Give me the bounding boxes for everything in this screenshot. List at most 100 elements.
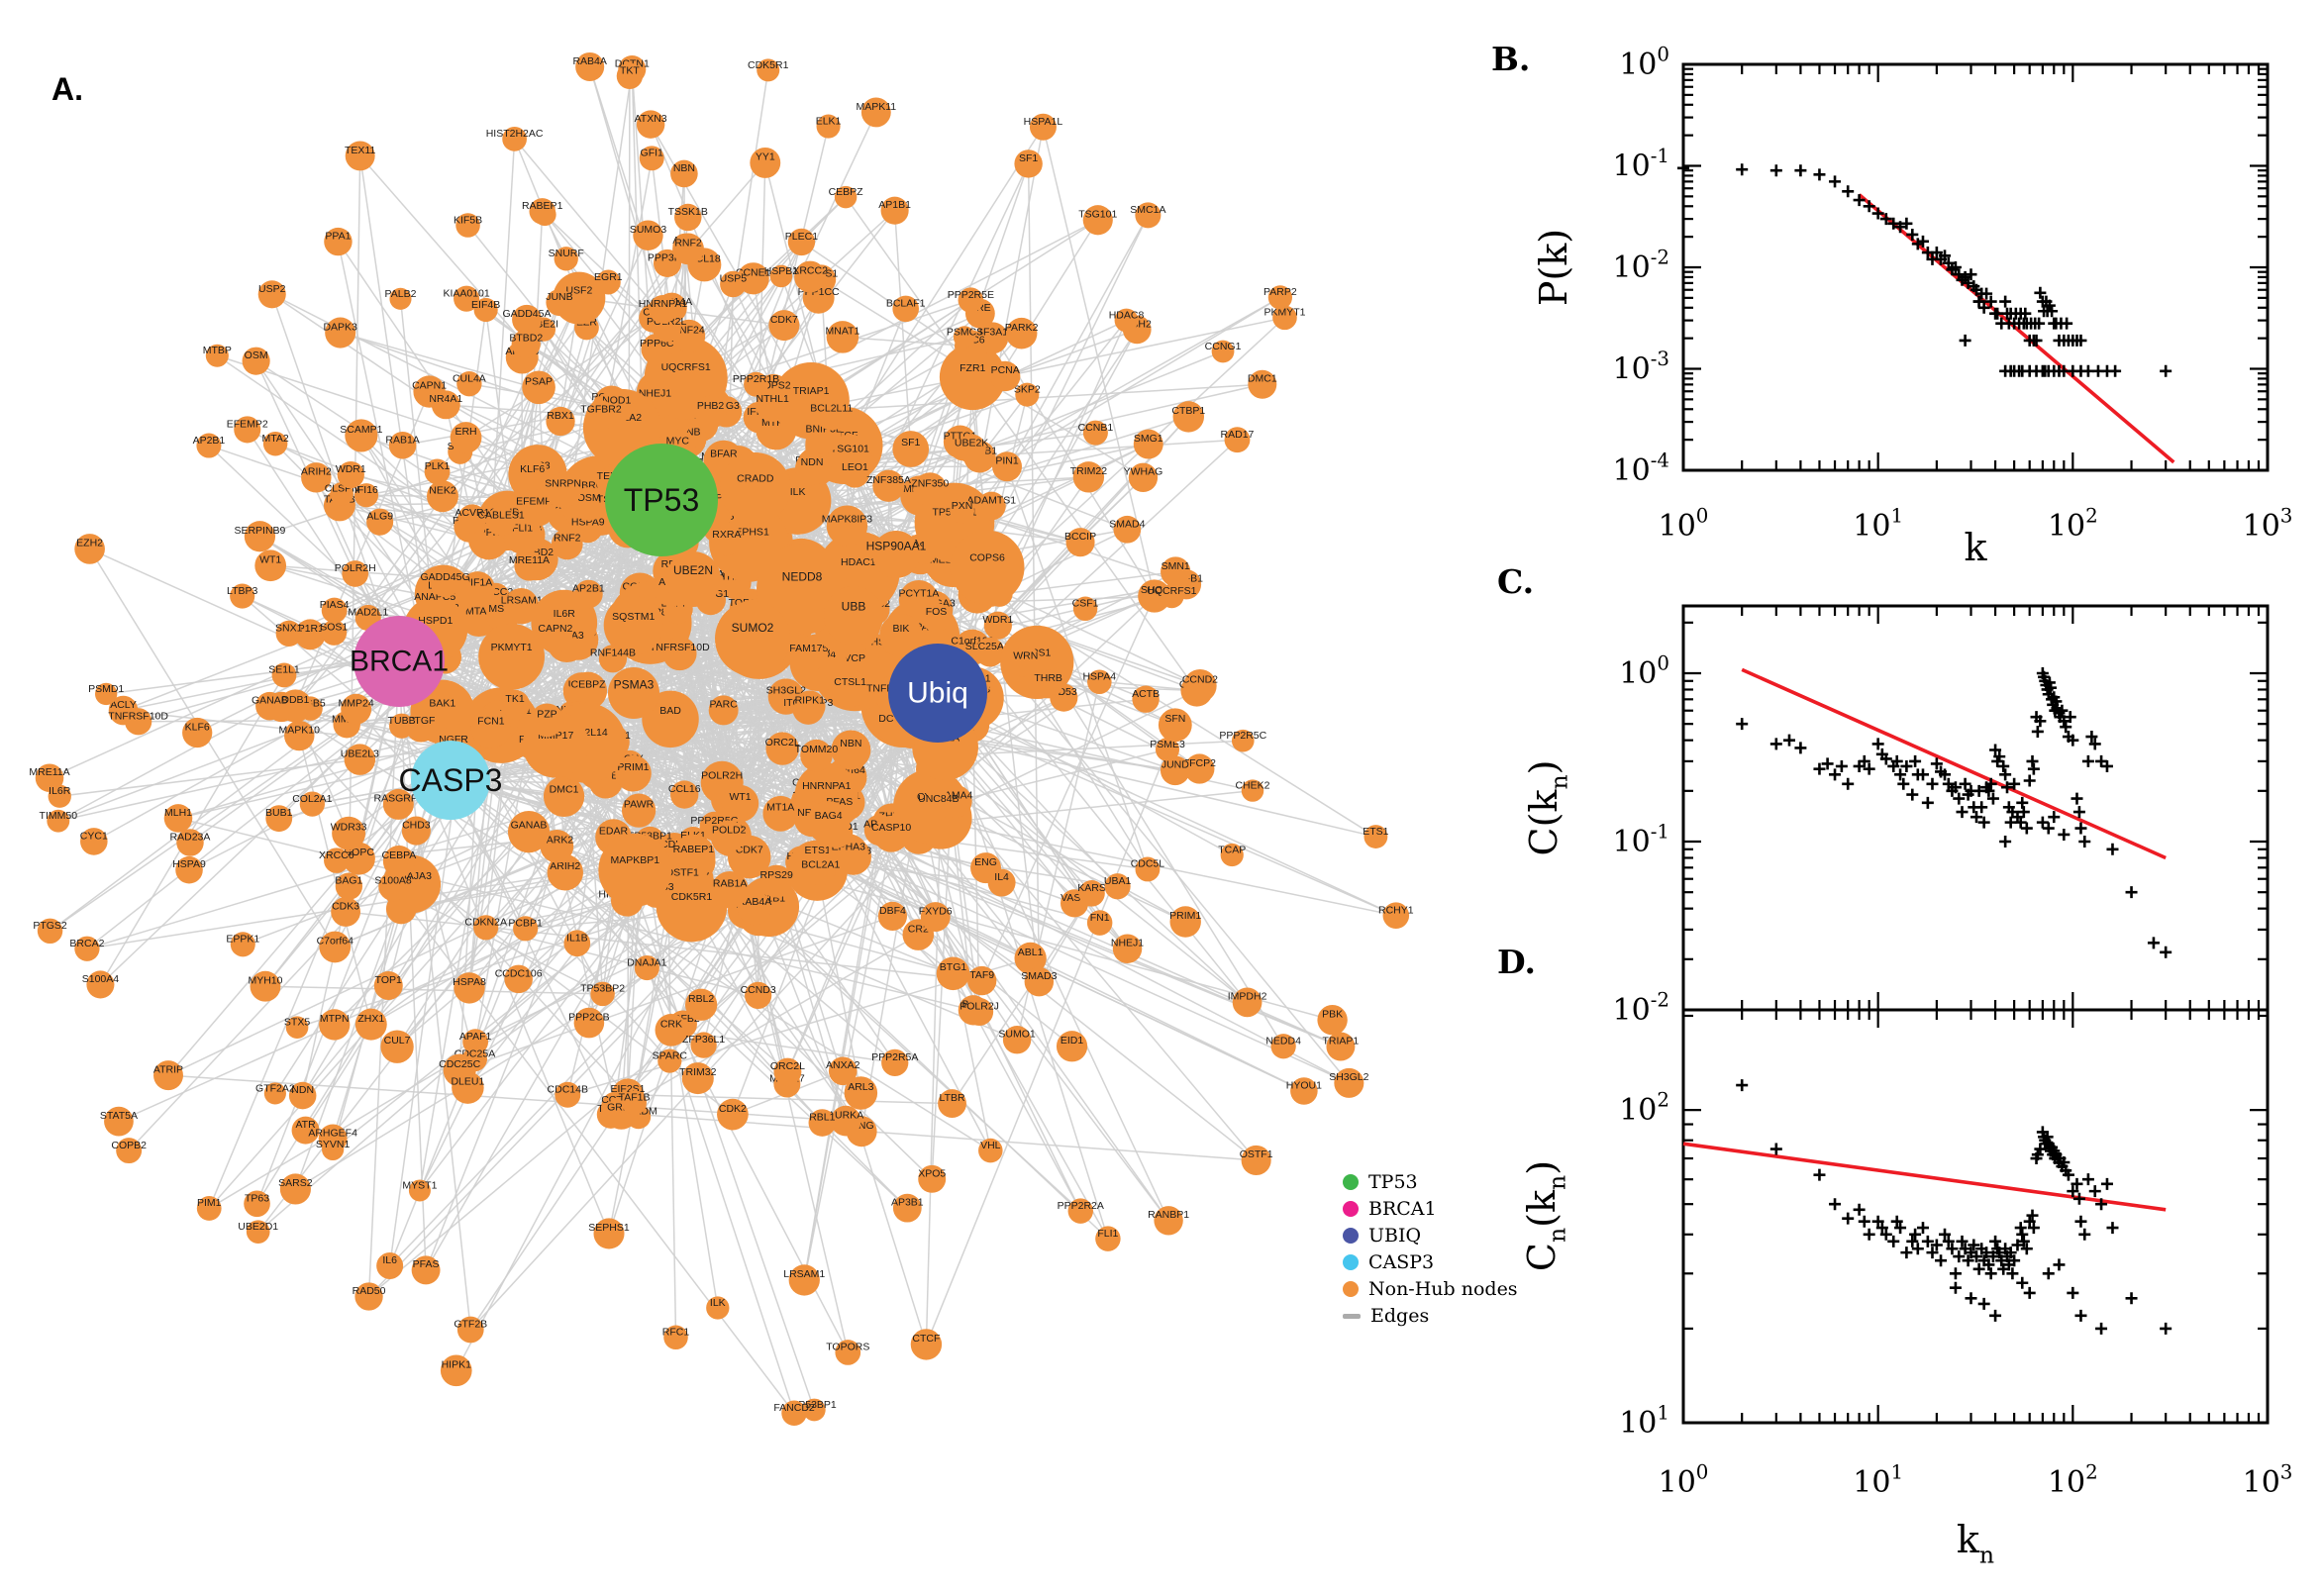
network-node[interactable] [880,196,909,225]
network-node[interactable] [950,498,975,524]
network-node[interactable] [1010,646,1042,678]
network-node[interactable] [603,595,663,655]
network-node[interactable] [321,620,348,646]
network-node[interactable] [881,1048,909,1076]
network-node[interactable] [983,611,1012,640]
network-node[interactable] [244,1190,270,1218]
network-node[interactable] [575,51,605,81]
network-node[interactable] [331,897,361,927]
network-node[interactable] [711,525,743,556]
network-node[interactable] [37,918,63,945]
network-node[interactable] [255,691,284,721]
network-node[interactable] [1317,1005,1348,1036]
network-node[interactable] [657,1048,682,1073]
network-node[interactable] [608,667,659,719]
network-node[interactable] [546,406,575,437]
network-node[interactable] [1078,880,1105,907]
hub-ubiq[interactable] [888,644,987,743]
network-node[interactable] [794,260,827,293]
network-node[interactable] [816,114,841,139]
network-node[interactable] [750,148,781,178]
network-node[interactable] [953,326,976,349]
network-node[interactable] [205,344,229,367]
network-node[interactable] [958,287,984,313]
network-node[interactable] [759,864,793,898]
network-node[interactable] [456,371,482,397]
network-node[interactable] [376,1252,404,1280]
network-node[interactable] [1160,755,1190,786]
network-node[interactable] [321,597,348,624]
network-node[interactable] [354,1008,387,1041]
network-node[interactable] [830,1105,861,1137]
network-node[interactable] [662,636,697,671]
network-node[interactable] [47,809,70,833]
network-node[interactable] [517,488,556,527]
network-node[interactable] [86,970,115,999]
network-node[interactable] [262,431,288,456]
network-node[interactable] [457,504,487,534]
network-node[interactable] [1034,669,1063,699]
network-node[interactable] [598,645,628,673]
network-node[interactable] [711,870,749,909]
network-node[interactable] [877,901,908,931]
network-node[interactable] [1029,113,1057,141]
network-node[interactable] [1024,966,1055,997]
network-node[interactable] [768,310,800,342]
network-node[interactable] [389,713,415,739]
network-node[interactable] [234,416,261,444]
network-node[interactable] [263,1082,286,1105]
network-node[interactable] [826,505,868,547]
network-node[interactable] [257,280,286,309]
network-node[interactable] [826,321,859,353]
network-node[interactable] [1326,1032,1356,1061]
network-node[interactable] [1135,856,1161,882]
network-node[interactable] [424,458,451,485]
network-node[interactable] [246,1220,270,1244]
network-node[interactable] [633,220,663,250]
network-node[interactable] [382,845,415,878]
network-node[interactable] [788,1264,820,1296]
network-node[interactable] [411,1255,441,1285]
network-node[interactable] [366,508,394,536]
network-node[interactable] [455,213,480,238]
network-node[interactable] [910,1329,943,1360]
network-node[interactable] [1114,308,1139,333]
network-node[interactable] [473,915,499,941]
network-node[interactable] [1364,825,1388,848]
network-node[interactable] [1082,420,1108,446]
network-node[interactable] [486,506,516,537]
network-node[interactable] [512,304,542,335]
hub-casp3[interactable] [411,741,490,820]
network-node[interactable] [514,550,545,581]
network-node[interactable] [572,513,603,544]
network-node[interactable] [573,1007,605,1039]
network-node[interactable] [835,1340,861,1365]
network-node[interactable] [1112,934,1143,963]
network-node[interactable] [517,459,549,491]
network-node[interactable] [976,491,1006,521]
network-node[interactable] [325,317,356,349]
network-node[interactable] [1056,1031,1088,1062]
network-node[interactable] [639,146,664,171]
network-node[interactable] [230,932,255,957]
network-node[interactable] [936,956,970,991]
network-node[interactable] [378,871,408,902]
network-node[interactable] [343,842,375,875]
network-node[interactable] [335,872,363,900]
network-node[interactable] [621,793,656,828]
network-node[interactable] [275,620,302,647]
network-node[interactable] [950,530,1025,605]
network-node[interactable] [1241,779,1264,802]
network-node[interactable] [769,264,793,288]
network-node[interactable] [254,549,287,582]
network-node[interactable] [1267,285,1293,310]
network-node[interactable] [795,451,830,486]
network-node[interactable] [757,58,780,82]
network-node[interactable] [713,820,746,852]
network-node[interactable] [1334,1067,1364,1098]
network-node[interactable] [163,804,193,833]
network-node[interactable] [80,828,108,855]
network-node[interactable] [104,1106,134,1137]
network-node[interactable] [319,931,352,963]
network-node[interactable] [230,583,255,609]
